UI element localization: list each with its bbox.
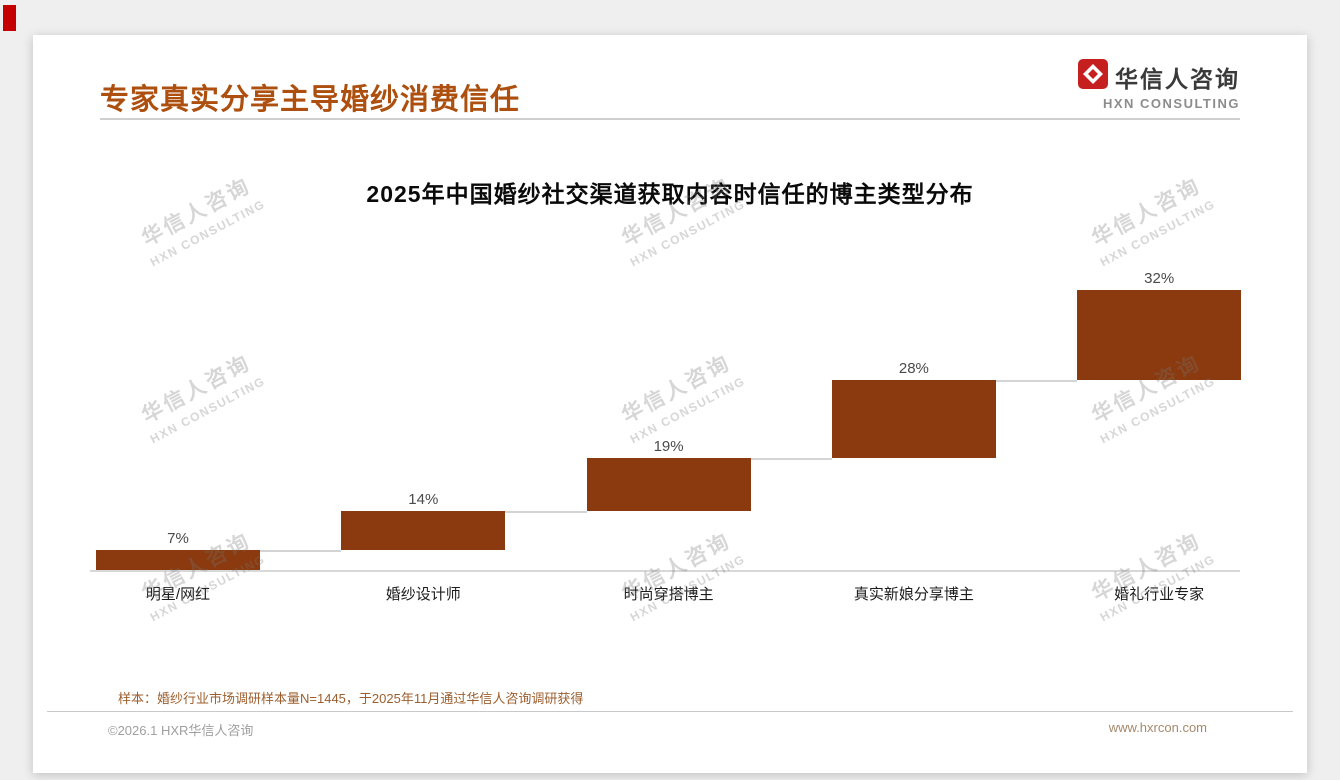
slide-card: 华信人咨询 HXN CONSULTING 华信人咨询 HXN CONSULTING 华信… — [33, 35, 1307, 773]
bar-value-label: 7% — [167, 530, 189, 548]
company-logo: 华信人咨询 HXN CONSULTING — [1078, 59, 1240, 111]
header-divider — [100, 118, 1240, 120]
slide-footer: ©2026.1 HXR华信人咨询 www.hxrcon.com — [108, 720, 1207, 739]
waterfall-connector — [505, 511, 587, 514]
bar-value-label: 32% — [1144, 270, 1175, 287]
waterfall-connector — [260, 550, 342, 553]
category-label: 明星/网红 — [145, 586, 211, 603]
slide-header: 专家真实分享主导婚纱消费信任 华信人咨询 HXN CONSULTING — [100, 59, 1240, 119]
bar — [586, 458, 751, 512]
bar — [341, 511, 506, 551]
chart-title: 2025年中国婚纱社交渠道获取内容时信任的博主类型分布 — [366, 181, 974, 207]
footer-divider — [47, 711, 1293, 712]
page-title: 专家真实分享主导婚纱消费信任 — [100, 84, 521, 116]
website-url: www.hxrcon.com — [1108, 720, 1207, 735]
logo-chinese-name: 华信人咨询 — [1115, 65, 1240, 92]
sample-footnote: 样本：婚纱行业市场调研样本量N=1445，于2025年11月通过华信人咨询调研获… — [118, 691, 584, 706]
waterfall-chart: 7% 明星/网红 14% 婚纱设计师 19% 时尚穿搭博主 28% 真实新娘分享博主 32% 婚礼… — [33, 35, 1307, 773]
waterfall-connector — [750, 458, 832, 460]
category-label: 婚礼行业专家 — [1114, 586, 1205, 603]
bar-value-label: 19% — [653, 438, 684, 455]
bar — [96, 550, 260, 570]
bar-value-label: 28% — [898, 359, 929, 377]
copyright-text: ©2026.1 HXR华信人咨询 — [108, 723, 254, 738]
x-axis-line — [90, 570, 1240, 572]
bar — [831, 379, 996, 458]
red-corner-mark — [3, 5, 16, 31]
logo-english-name: HXN CONSULTING — [1102, 96, 1240, 111]
bar-value-label: 14% — [408, 491, 439, 509]
category-label: 婚纱设计师 — [385, 586, 461, 603]
bar — [1077, 290, 1242, 380]
hxn-logo-icon — [1078, 59, 1108, 94]
waterfall-connector — [995, 379, 1078, 382]
category-label: 真实新娘分享博主 — [853, 586, 974, 603]
category-label: 时尚穿搭博主 — [623, 586, 714, 603]
